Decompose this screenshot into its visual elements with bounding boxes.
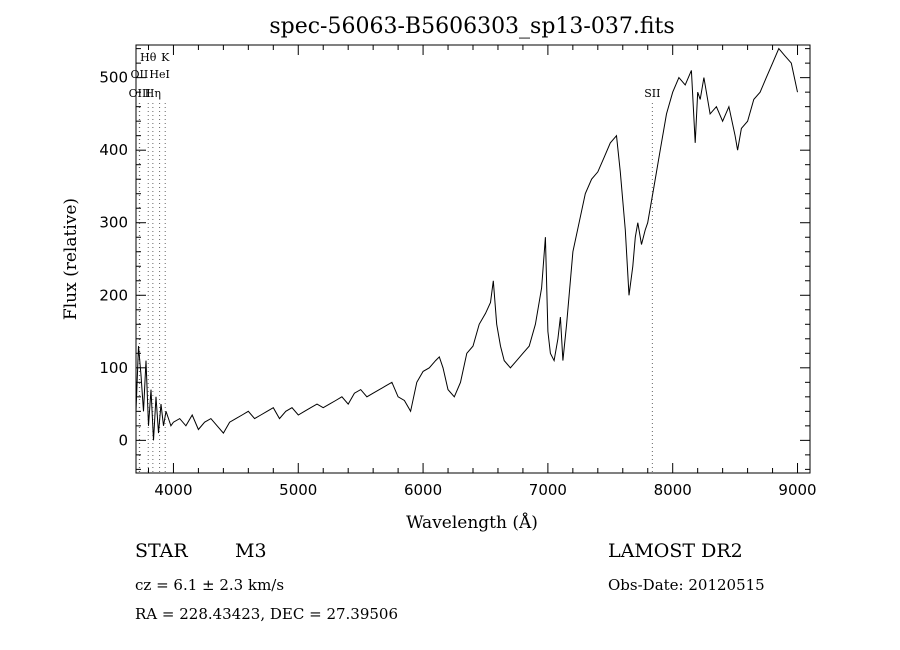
axis-ticks: 4000 5000 6000 7000 8000 9000 0 100 200 300 400 500 (99, 45, 817, 499)
y-tick-label-3: 300 (99, 214, 128, 232)
x-tick-label-1: 5000 (279, 481, 317, 499)
line-marker-label-5: Hη (145, 87, 161, 100)
x-tick-label-5: 9000 (778, 481, 816, 499)
line-marker-label-2: OII (131, 68, 149, 81)
y-tick-label-4: 400 (99, 141, 128, 159)
x-tick-label-0: 4000 (154, 481, 192, 499)
line-marker-label-4: OIII (129, 87, 151, 100)
y-tick-label-2: 200 (99, 286, 128, 304)
y-tick-label-0: 0 (118, 431, 128, 449)
line-marker-label-6: SII (644, 87, 660, 100)
spectrum-series-line (135, 47, 798, 441)
line-marker-label-1: K (161, 51, 170, 64)
object-class: STAR (135, 540, 188, 562)
line-marker-label-0: Hθ (140, 51, 157, 64)
y-tick-label-1: 100 (99, 359, 128, 377)
x-tick-label-2: 6000 (404, 481, 442, 499)
redshift-text: cz = 6.1 ± 2.3 km/s (135, 576, 285, 594)
obs-date-text: Obs-Date: 20120515 (608, 576, 765, 594)
y-tick-label-5: 500 (99, 69, 128, 87)
survey-label: LAMOST DR2 (608, 540, 743, 562)
chart-title: spec-56063-B5606303_sp13-037.fits (269, 14, 674, 39)
x-tick-label-3: 7000 (529, 481, 567, 499)
coordinates-text: RA = 228.43423, DEC = 27.39506 (135, 605, 399, 623)
x-tick-label-4: 8000 (654, 481, 692, 499)
line-marker-label-3: HeI (149, 68, 169, 81)
x-axis-label: Wavelength (Å) (406, 512, 538, 533)
object-subclass: M3 (235, 540, 267, 562)
y-axis-label: Flux (relative) (61, 198, 81, 320)
